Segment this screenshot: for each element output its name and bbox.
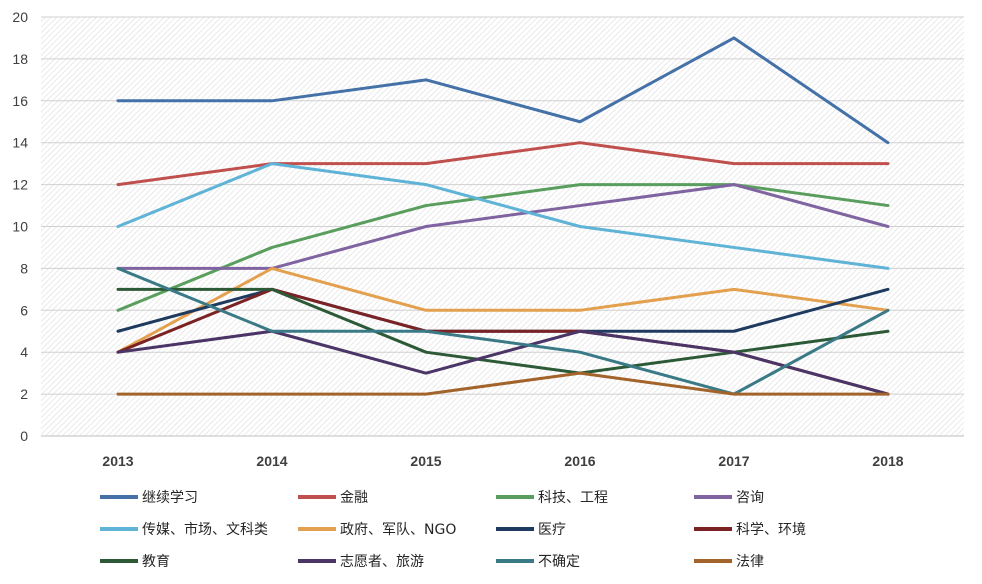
legend-label: 咨询 (736, 490, 764, 506)
legend-label: 金融 (340, 490, 368, 506)
series-line-4 (116, 162, 890, 270)
series-line-1 (116, 141, 890, 187)
legend-label: 志愿者、旅游 (340, 554, 424, 570)
y-tick-label: 2 (20, 386, 28, 402)
x-tick-label: 2018 (872, 453, 903, 469)
legend-label: 科技、工程 (538, 490, 608, 506)
legend-label: 法律 (736, 554, 764, 570)
legend-label: 教育 (142, 554, 170, 570)
series-line-3 (116, 183, 890, 270)
y-tick-label: 0 (20, 428, 28, 444)
series-line-10 (116, 266, 890, 396)
y-axis: 0 2 4 6 8 10 12 14 16 18 20 (12, 9, 28, 444)
x-tick-label: 2013 (102, 453, 133, 469)
y-tick-label: 8 (20, 260, 28, 276)
legend-label: 继续学习 (142, 489, 198, 506)
series-line-0 (116, 36, 890, 145)
x-tick-label: 2016 (564, 453, 595, 469)
series-lines (116, 36, 890, 396)
legend-label: 不确定 (538, 554, 580, 570)
y-tick-label: 4 (20, 344, 28, 360)
y-tick-label: 12 (12, 177, 28, 193)
series-line-9 (116, 329, 890, 396)
legend-label: 传媒、市场、文科类 (142, 521, 268, 538)
x-tick-label: 2017 (718, 453, 749, 469)
series-line-11 (116, 371, 890, 396)
y-tick-label: 14 (12, 135, 28, 151)
legend-label: 医疗 (538, 522, 566, 538)
x-tick-label: 2015 (410, 453, 441, 469)
legend-label: 政府、军队、NGO (340, 522, 456, 538)
legend-label: 科学、环境 (736, 522, 806, 538)
x-axis: 2013 2014 2015 2016 2017 2018 (102, 453, 903, 469)
series-line-2 (116, 183, 890, 312)
y-tick-label: 6 (20, 302, 28, 318)
series-line-5 (116, 266, 890, 354)
series-line-8 (116, 287, 890, 375)
y-tick-label: 18 (12, 51, 28, 67)
y-tick-label: 16 (12, 93, 28, 109)
y-tick-label: 10 (12, 219, 28, 235)
x-tick-label: 2014 (256, 453, 287, 469)
y-tick-label: 20 (12, 9, 28, 25)
